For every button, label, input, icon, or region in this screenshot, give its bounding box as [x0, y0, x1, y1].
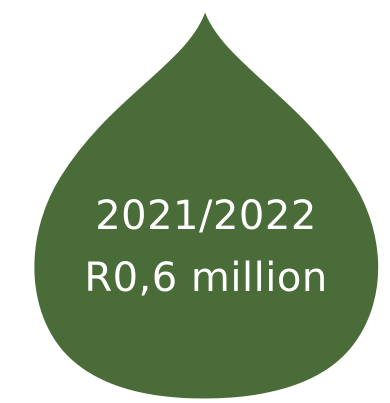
drop-label: 2021/2022 R0,6 million — [0, 185, 390, 309]
drop-amount: R0,6 million — [84, 255, 328, 301]
drop-fill — [31, 2, 382, 402]
drop-year: 2021/2022 — [95, 193, 317, 239]
